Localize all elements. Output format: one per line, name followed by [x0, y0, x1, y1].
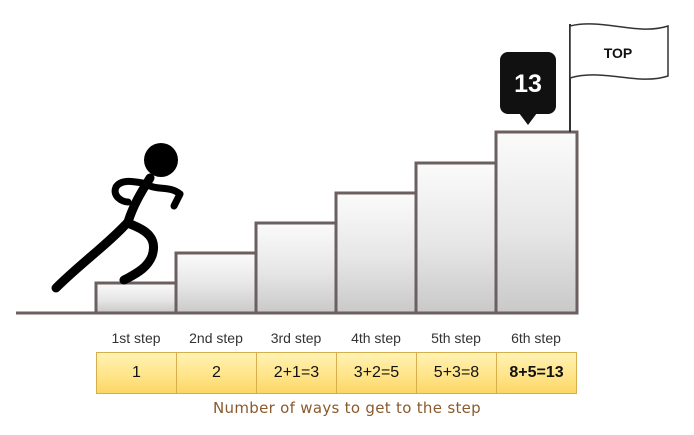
diagram-caption: Number of ways to get to the step — [0, 399, 694, 417]
stick-figure-icon — [56, 143, 180, 288]
step-block-3 — [256, 223, 336, 313]
step-label-1: 1st step — [96, 330, 176, 346]
step-label-2: 2nd step — [176, 330, 256, 346]
step-block-6 — [496, 132, 577, 313]
step-label-6: 6th step — [496, 330, 576, 346]
ways-table: 1 2 2+1=3 3+2=5 5+3=8 8+5=13 — [96, 352, 577, 394]
step-block-5 — [416, 163, 496, 313]
step-block-1 — [96, 283, 176, 313]
step-label-4: 4th step — [336, 330, 416, 346]
top-count-badge: 13 — [500, 52, 556, 125]
step-block-2 — [176, 253, 256, 313]
ways-cell-1: 1 — [97, 353, 177, 393]
ways-cell-3: 2+1=3 — [257, 353, 337, 393]
step-block-4 — [336, 193, 416, 313]
step-label-3: 3rd step — [256, 330, 336, 346]
flag-label: TOP — [604, 45, 633, 61]
ways-cell-2: 2 — [177, 353, 257, 393]
step-label-5: 5th step — [416, 330, 496, 346]
ways-cell-6: 8+5=13 — [497, 353, 576, 393]
top-count-value: 13 — [514, 70, 542, 98]
ways-cell-5: 5+3=8 — [417, 353, 497, 393]
ways-cell-4: 3+2=5 — [337, 353, 417, 393]
